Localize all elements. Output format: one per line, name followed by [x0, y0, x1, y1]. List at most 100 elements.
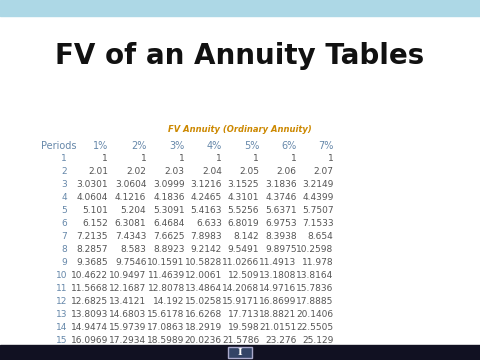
- Text: 16.8699: 16.8699: [259, 297, 297, 306]
- Text: 14: 14: [56, 323, 67, 332]
- Text: 5: 5: [61, 206, 67, 215]
- Text: 8.583: 8.583: [120, 245, 146, 254]
- Text: 4.0604: 4.0604: [77, 193, 108, 202]
- Text: 5.101: 5.101: [82, 206, 108, 215]
- Text: 14.6803: 14.6803: [109, 310, 146, 319]
- Bar: [0, 0, 480, 16]
- Text: 7.8983: 7.8983: [190, 232, 222, 241]
- Text: 11.4639: 11.4639: [147, 271, 185, 280]
- Text: 4.4399: 4.4399: [302, 193, 334, 202]
- Text: 9.5491: 9.5491: [228, 245, 259, 254]
- Text: 14.9716: 14.9716: [259, 284, 297, 293]
- Text: 2.03: 2.03: [165, 167, 185, 176]
- Text: 2.04: 2.04: [202, 167, 222, 176]
- Text: 12: 12: [56, 297, 67, 306]
- Text: 2%: 2%: [131, 141, 146, 151]
- Text: 6: 6: [61, 219, 67, 228]
- Text: 8.2857: 8.2857: [76, 245, 108, 254]
- Text: 5.7507: 5.7507: [302, 206, 334, 215]
- Text: 17.8885: 17.8885: [296, 297, 334, 306]
- Text: 9.8975: 9.8975: [265, 245, 297, 254]
- Text: 2: 2: [61, 167, 67, 176]
- Text: 15.7836: 15.7836: [296, 284, 334, 293]
- Text: 4.3746: 4.3746: [265, 193, 297, 202]
- Text: 12.8078: 12.8078: [147, 284, 185, 293]
- Text: 18.2919: 18.2919: [184, 323, 222, 332]
- Text: 3.1525: 3.1525: [228, 180, 259, 189]
- Text: 10.2598: 10.2598: [296, 245, 334, 254]
- Text: 3.1216: 3.1216: [190, 180, 222, 189]
- Text: 6%: 6%: [281, 141, 297, 151]
- Text: 13.8164: 13.8164: [296, 271, 334, 280]
- Text: 2.07: 2.07: [313, 167, 334, 176]
- Text: FV Annuity (Ordinary Annuity): FV Annuity (Ordinary Annuity): [168, 125, 312, 134]
- Text: 6.9753: 6.9753: [265, 219, 297, 228]
- Text: FV of an Annuity Tables: FV of an Annuity Tables: [55, 42, 425, 70]
- Text: 4.2465: 4.2465: [191, 193, 222, 202]
- Text: 5%: 5%: [244, 141, 259, 151]
- Text: 16.6268: 16.6268: [184, 310, 222, 319]
- Text: 13.1808: 13.1808: [259, 271, 297, 280]
- Text: 1: 1: [102, 154, 108, 163]
- Text: 25.129: 25.129: [302, 336, 334, 345]
- Text: 1: 1: [291, 154, 297, 163]
- Text: 11.978: 11.978: [302, 258, 334, 267]
- Text: 2.06: 2.06: [276, 167, 297, 176]
- Text: 10.4622: 10.4622: [71, 271, 108, 280]
- Text: 5.5256: 5.5256: [228, 206, 259, 215]
- Text: 9.3685: 9.3685: [76, 258, 108, 267]
- Text: 1%: 1%: [93, 141, 108, 151]
- Text: 18.5989: 18.5989: [147, 336, 185, 345]
- Text: 6.633: 6.633: [196, 219, 222, 228]
- Text: 15.9171: 15.9171: [222, 297, 259, 306]
- Text: 9.2142: 9.2142: [191, 245, 222, 254]
- Text: 8.3938: 8.3938: [265, 232, 297, 241]
- Text: 7.1533: 7.1533: [302, 219, 334, 228]
- Text: 16.0969: 16.0969: [71, 336, 108, 345]
- Text: 11.0266: 11.0266: [222, 258, 259, 267]
- FancyBboxPatch shape: [228, 347, 252, 358]
- Text: 22.5505: 22.5505: [297, 323, 334, 332]
- Text: 8.142: 8.142: [234, 232, 259, 241]
- Text: 4.1216: 4.1216: [115, 193, 146, 202]
- Text: 3.0301: 3.0301: [76, 180, 108, 189]
- Text: 20.1406: 20.1406: [297, 310, 334, 319]
- Text: 5.204: 5.204: [121, 206, 146, 215]
- Text: 18.8821: 18.8821: [259, 310, 297, 319]
- Text: 23.276: 23.276: [265, 336, 297, 345]
- Text: 6.3081: 6.3081: [115, 219, 146, 228]
- Text: 1: 1: [141, 154, 146, 163]
- Text: 19.598: 19.598: [228, 323, 259, 332]
- Text: 6.4684: 6.4684: [154, 219, 185, 228]
- Text: 3.1836: 3.1836: [265, 180, 297, 189]
- Text: 1: 1: [179, 154, 185, 163]
- Text: 13.8093: 13.8093: [71, 310, 108, 319]
- Text: 12.0061: 12.0061: [184, 271, 222, 280]
- Text: 15.0258: 15.0258: [184, 297, 222, 306]
- Text: 11: 11: [56, 284, 67, 293]
- Text: 3.0999: 3.0999: [153, 180, 185, 189]
- Text: 14.192: 14.192: [154, 297, 185, 306]
- Text: 4.3101: 4.3101: [228, 193, 259, 202]
- Text: 14.9474: 14.9474: [71, 323, 108, 332]
- Text: 9: 9: [61, 258, 67, 267]
- Text: 21.5786: 21.5786: [222, 336, 259, 345]
- Text: 7.6625: 7.6625: [153, 232, 185, 241]
- Text: 1: 1: [61, 154, 67, 163]
- Text: 13: 13: [56, 310, 67, 319]
- Text: 4: 4: [61, 193, 67, 202]
- Text: 6.152: 6.152: [82, 219, 108, 228]
- Text: 7.4343: 7.4343: [115, 232, 146, 241]
- Text: 8: 8: [61, 245, 67, 254]
- Text: 4%: 4%: [206, 141, 222, 151]
- Bar: [0, 345, 480, 360]
- Text: 9.7546: 9.7546: [115, 258, 146, 267]
- Text: 15.6178: 15.6178: [147, 310, 185, 319]
- Text: 10.9497: 10.9497: [109, 271, 146, 280]
- Text: 13.4121: 13.4121: [109, 297, 146, 306]
- Text: 7.2135: 7.2135: [76, 232, 108, 241]
- Text: 12.1687: 12.1687: [109, 284, 146, 293]
- Text: 8.654: 8.654: [308, 232, 334, 241]
- Text: 2.01: 2.01: [88, 167, 108, 176]
- Text: 7: 7: [61, 232, 67, 241]
